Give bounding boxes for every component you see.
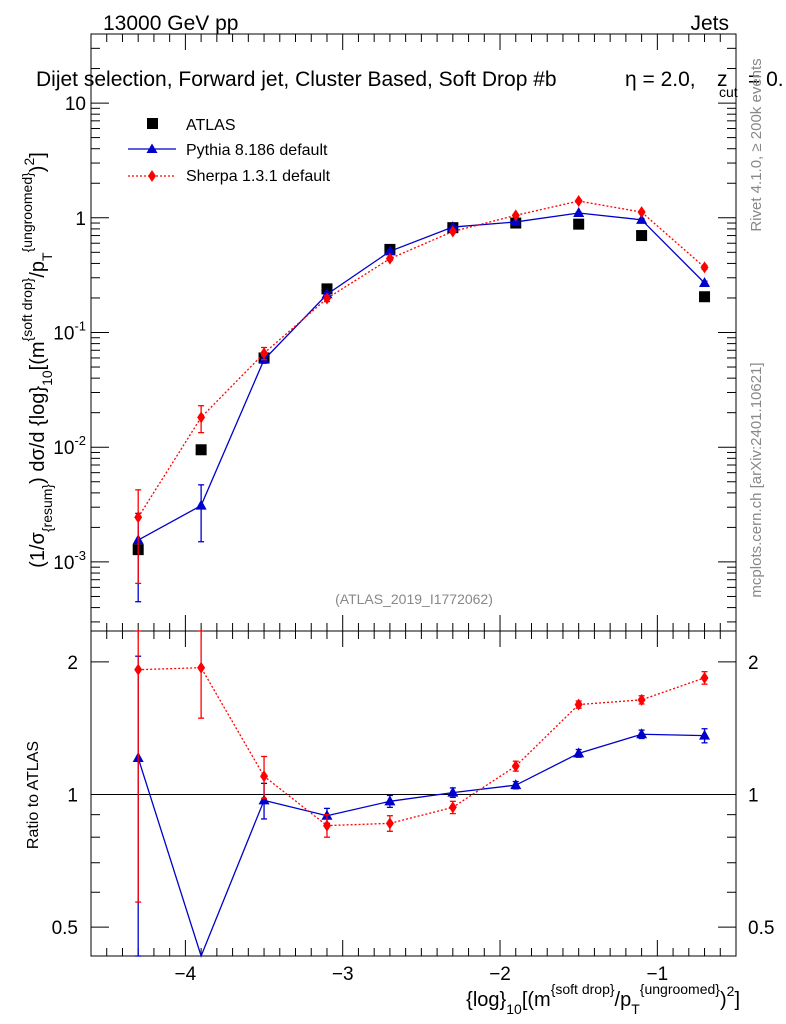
main-ticks xyxy=(90,33,737,631)
mcplots-label: mcplots.cern.ch [arXiv:2401.10621] xyxy=(748,362,765,597)
legend-pythia-marker xyxy=(146,143,158,153)
sherpa-point xyxy=(385,817,394,830)
sherpa-point xyxy=(197,411,206,424)
legend-item-atlas: ATLAS xyxy=(147,117,236,134)
sherpa-point xyxy=(511,209,520,222)
ratio-y-tick-label: 0.5 xyxy=(52,918,78,939)
sherpa-point xyxy=(448,225,457,238)
sherpa-point xyxy=(637,693,646,706)
y-tick-label: 10-1 xyxy=(53,319,86,345)
pythia-point xyxy=(573,207,585,218)
pythia-point xyxy=(636,213,648,224)
legend: ATLAS Pythia 8.186 default Sherpa 1.3.1 … xyxy=(128,117,331,185)
legend-pythia-label: Pythia 8.186 default xyxy=(186,142,328,159)
x-tick-label: −2 xyxy=(489,964,511,985)
pythia-point xyxy=(573,747,585,758)
pythia-point xyxy=(699,729,711,740)
sherpa-line xyxy=(138,667,705,827)
sherpa-point xyxy=(385,252,394,265)
x-tick-label: −3 xyxy=(332,964,354,985)
sherpa-point xyxy=(322,819,331,832)
ratio-frame xyxy=(90,630,737,957)
sherpa-line xyxy=(137,200,705,518)
legend-item-pythia: Pythia 8.186 default xyxy=(128,142,328,159)
ratio-y-axis-label: Ratio to ATLAS xyxy=(25,741,42,849)
ratio-y-tick-label-right: 0.5 xyxy=(748,918,774,939)
main-y-tick-labels: 10-3 10-2 10-1 1 10 xyxy=(53,94,86,574)
pythia-point xyxy=(447,786,459,797)
atlas-point xyxy=(195,444,207,456)
main-series xyxy=(132,195,711,603)
ratio-y-tick-label-right: 1 xyxy=(748,785,759,806)
sherpa-point xyxy=(448,801,457,814)
sherpa-point xyxy=(574,195,583,208)
ratio-y-tick-label: 1 xyxy=(67,785,78,806)
pythia-point xyxy=(699,277,711,288)
rivet-version-label: Rivet 4.1.0, ≥ 200k events xyxy=(748,58,765,231)
y-tick-label: 10-3 xyxy=(53,548,86,574)
x-axis-label: {log}10[(m{soft drop}/pT{ungroomed})2] xyxy=(466,981,740,1017)
svg-text:{log}10[(m{soft drop}/pT{ungro: {log}10[(m{soft drop}/pT{ungroomed})2] xyxy=(466,981,740,1017)
ratio-panel: 0.5 0.5 1 1 2 2 −4 −3 −2 −1 xyxy=(52,630,775,985)
ratio-y-tick-label: 2 xyxy=(67,653,78,674)
atlas-point xyxy=(573,218,585,230)
pythia-point xyxy=(384,795,396,806)
param-z-sub-label: cut xyxy=(719,84,738,100)
y-tick-label: 10 xyxy=(65,94,86,115)
pythia-point xyxy=(384,245,396,256)
series-pythia xyxy=(132,207,711,603)
pythia-point xyxy=(510,779,522,790)
pythia-line xyxy=(137,733,705,958)
legend-item-sherpa: Sherpa 1.3.1 default xyxy=(128,168,331,185)
svg-text:(1/σ{resum}) dσ/d {log}10[(m{s: (1/σ{resum}) dσ/d {log}10[(m{soft drop}/… xyxy=(19,152,55,568)
y-tick-label: 10-2 xyxy=(53,433,86,459)
sherpa-point xyxy=(574,698,583,711)
ratio-y-tick-label-right: 2 xyxy=(748,653,759,674)
ratio-y-tick-labels: 0.5 0.5 1 1 2 2 xyxy=(52,653,775,939)
atlas-point xyxy=(699,291,711,303)
y-tick-label: 1 xyxy=(75,209,86,230)
legend-atlas-label: ATLAS xyxy=(186,117,236,134)
sherpa-point xyxy=(260,770,269,783)
x-tick-label: −1 xyxy=(647,964,669,985)
sherpa-point xyxy=(197,661,206,674)
pythia-line xyxy=(137,212,705,541)
param-z-label: z xyxy=(717,68,728,91)
sherpa-point xyxy=(322,292,331,305)
energy-label: 13000 GeV pp xyxy=(103,12,238,35)
x-tick-label: −4 xyxy=(175,964,197,985)
legend-sherpa-marker xyxy=(148,170,156,182)
series-sherpa xyxy=(134,195,709,585)
legend-sherpa-label: Sherpa 1.3.1 default xyxy=(186,168,331,185)
sherpa-point xyxy=(700,671,709,684)
sherpa-point xyxy=(134,663,143,676)
ratio-series xyxy=(132,630,711,958)
pythia-point xyxy=(636,728,648,739)
legend-atlas-marker xyxy=(147,118,158,129)
pythia-point xyxy=(258,794,270,805)
sherpa-point xyxy=(260,347,269,360)
sherpa-point xyxy=(134,511,143,524)
series-sherpa xyxy=(134,630,709,903)
category-label: Jets xyxy=(690,12,729,35)
sherpa-point xyxy=(511,760,520,773)
param-z-value-label: = 0. xyxy=(748,68,784,91)
analysis-id-label: (ATLAS_2019_I1772062) xyxy=(335,591,493,607)
main-y-axis-label: (1/σ{resum}) dσ/d {log}10[(m{soft drop}/… xyxy=(19,152,55,568)
param-eta-label: η = 2.0, xyxy=(625,68,696,91)
sherpa-point xyxy=(637,206,646,219)
x-tick-labels: −4 −3 −2 −1 xyxy=(175,964,669,985)
pythia-point xyxy=(195,499,207,510)
ratio-ticks xyxy=(90,631,737,956)
atlas-point xyxy=(636,230,648,242)
series-atlas xyxy=(132,217,711,556)
selection-label: Dijet selection, Forward jet, Cluster Ba… xyxy=(36,68,557,91)
sherpa-point xyxy=(700,261,709,274)
